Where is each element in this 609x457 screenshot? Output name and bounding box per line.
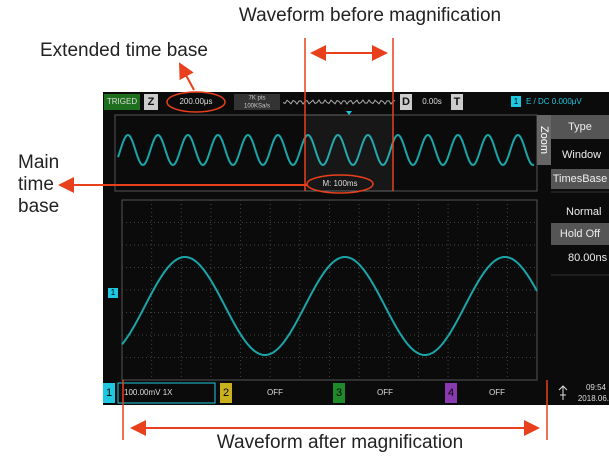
trigger-info: E / DC 0.000μV	[526, 97, 582, 106]
ch3-state: OFF	[377, 388, 393, 397]
main-timebase: M: 100ms	[322, 179, 357, 188]
annotation-after: Waveform after magnification	[217, 432, 463, 453]
holdoff-title: Hold Off	[560, 228, 601, 240]
points: 7K pts	[248, 96, 265, 102]
clock-time: 09:54	[586, 383, 607, 392]
trig-state: TRIGED	[107, 97, 137, 106]
ch2-state: OFF	[267, 388, 283, 397]
timebase: 200.00μs	[179, 97, 212, 106]
ch-marker: 1	[111, 288, 116, 297]
type-title: Type	[568, 121, 592, 133]
ch2: 2	[223, 387, 229, 399]
holdoff-value: 80.00ns	[568, 252, 608, 264]
type-value: Window	[562, 149, 601, 161]
delay-label: D	[402, 96, 410, 108]
annotation-before: Waveform before magnification	[239, 5, 501, 26]
trigger-label: T	[454, 96, 461, 108]
trigger-ch: 1	[514, 97, 519, 106]
ch1-scale: 100.00mV 1X	[124, 388, 173, 397]
zoom-indicator: Z	[148, 96, 155, 108]
annotation-main: Main	[18, 152, 59, 173]
clock-date: 2018.06.	[578, 394, 609, 403]
extended-arrow	[180, 64, 194, 90]
zoom-tab-label: Zoom	[538, 126, 550, 154]
ch4: 4	[448, 387, 454, 399]
annotation-main: time	[18, 174, 54, 195]
delay: 0.00s	[422, 97, 442, 106]
timebase-value: Normal	[566, 206, 601, 218]
ch1: 1	[106, 387, 112, 399]
sample-rate: 100KSa/s	[244, 104, 270, 110]
ch4-state: OFF	[489, 388, 505, 397]
timebase-title: TimesBase	[553, 173, 608, 185]
annotation-main: base	[18, 196, 59, 217]
page: TRIGED Z 200.00μs 7K pts 100KSa/s D 0.00…	[0, 0, 609, 457]
ch3: 3	[336, 387, 342, 399]
annotation-extended: Extended time base	[40, 40, 208, 61]
